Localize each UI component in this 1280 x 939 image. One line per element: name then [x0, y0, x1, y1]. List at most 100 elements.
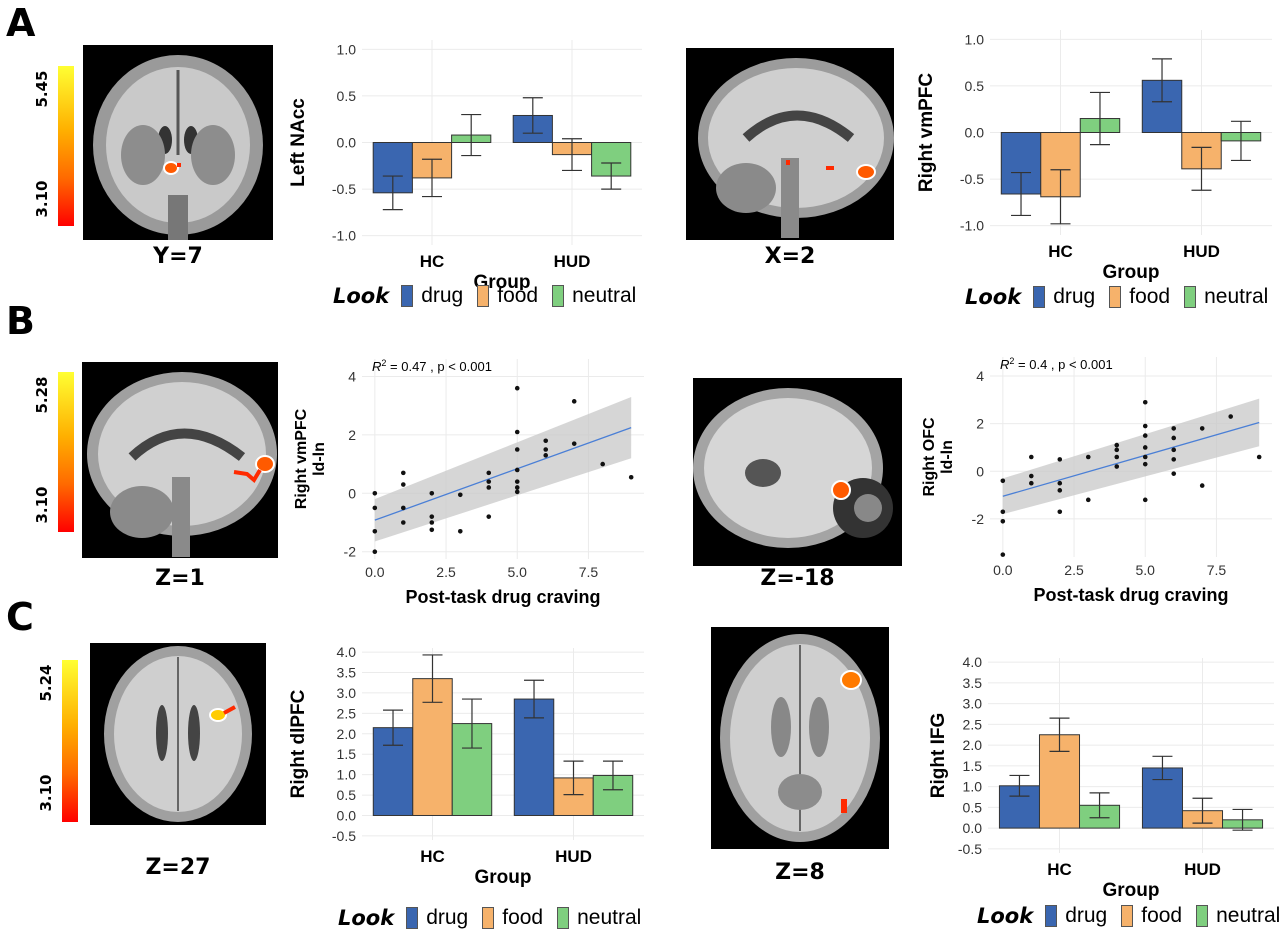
- data-point: [1142, 399, 1148, 405]
- data-point: [1171, 426, 1177, 431]
- x-tick-label: 0.0: [993, 562, 1013, 578]
- colorbar-max-label: 5.28: [33, 376, 51, 414]
- scatter-chart-right-ofc: -2 0 2 4 Right OFC ld-ln 0.0 2.5 5.0 7.5 R2 = 0.4 …: [921, 356, 1272, 605]
- y-tick-label: -2: [972, 511, 985, 527]
- data-point: [429, 514, 435, 519]
- brain-image-sagittal: [82, 362, 278, 558]
- data-point: [486, 514, 492, 519]
- y-tick-label: -2: [344, 544, 357, 560]
- legend-swatch-food: [1109, 286, 1122, 308]
- colorbar-min-label: 3.10: [33, 486, 51, 524]
- y-tick-label: 2.5: [337, 705, 357, 721]
- y-tick-label: 0.5: [337, 88, 357, 104]
- x-tick-label: 7.5: [579, 564, 599, 580]
- data-point: [1114, 454, 1120, 460]
- legend-label-drug: drug: [1053, 285, 1096, 308]
- legend-swatch-neutral: [1196, 905, 1209, 927]
- legend-title: Look: [338, 906, 395, 930]
- y-tick-label: 2: [976, 416, 984, 432]
- data-point: [514, 429, 520, 435]
- data-point: [1114, 464, 1120, 469]
- legend-label-neutral: neutral: [1204, 285, 1269, 308]
- x-tick-label: 2.5: [436, 564, 456, 580]
- data-point: [429, 520, 435, 525]
- data-point: [486, 485, 492, 490]
- x-tick-label: HC: [420, 252, 445, 271]
- coordinate-label: Z=-18: [760, 566, 835, 591]
- data-point: [401, 470, 406, 476]
- data-point: [1142, 454, 1148, 460]
- legend-label-neutral: neutral: [1216, 904, 1280, 927]
- y-tick-label: 1.0: [337, 41, 357, 57]
- y-tick-label: 0.0: [337, 135, 357, 151]
- data-point: [600, 461, 605, 467]
- panel-letter-c: C: [6, 595, 34, 639]
- data-point: [514, 467, 520, 473]
- colorbar-gradient: [58, 66, 74, 226]
- y-axis-label: Right vmPFC: [293, 408, 310, 509]
- data-point: [1057, 488, 1063, 493]
- x-tick-label: HC: [420, 847, 445, 866]
- colorbar-max-label: 5.45: [33, 70, 51, 108]
- brain-image-axial: [90, 643, 266, 825]
- legend-swatch-neutral: [1184, 286, 1197, 308]
- data-point: [457, 492, 463, 498]
- data-point: [1085, 497, 1091, 503]
- confidence-band: [374, 396, 632, 542]
- colorbar-max-label: 5.24: [37, 664, 55, 702]
- data-point: [401, 520, 406, 525]
- bar-neutral-hud: [592, 774, 634, 816]
- data-point: [1171, 435, 1177, 441]
- x-axis-label: Group: [1103, 262, 1160, 283]
- bar-chart-right-dlpfc: -0.5 0.0 0.5 1.0 1.5 2.0 2.5 3.0 3.5 4.0 Right dlP…: [288, 644, 644, 888]
- colorbar-min-label: 3.10: [37, 774, 55, 812]
- data-point: [1000, 552, 1006, 557]
- data-point: [543, 447, 549, 452]
- y-tick-label: 0.5: [337, 787, 357, 803]
- legend-label-neutral: neutral: [572, 284, 637, 307]
- y-tick-label: 3.0: [337, 685, 357, 701]
- x-tick-label: 5.0: [1136, 562, 1156, 578]
- y-tick-label: 0.5: [965, 78, 985, 94]
- y-tick-label: 0: [348, 485, 356, 501]
- data-point: [1000, 509, 1006, 515]
- legend-label-food: food: [497, 284, 539, 307]
- data-point: [1142, 433, 1148, 438]
- data-point: [1171, 447, 1177, 453]
- y-tick-label: 0: [976, 463, 984, 479]
- brain-image-axial: [711, 627, 889, 849]
- bar-chart-right-vmpfc: -1.0 -0.5 0.0 0.5 1.0 Right vmPFC HC HUD Group: [916, 30, 1272, 283]
- legend-swatch-drug: [1045, 905, 1058, 927]
- data-point: [1142, 497, 1148, 503]
- x-tick-label: 0.0: [365, 564, 385, 580]
- x-axis-label: Post-task drug craving: [405, 587, 600, 607]
- data-point: [571, 441, 577, 446]
- legend-swatch-food: [482, 907, 495, 929]
- x-tick-label: HC: [1048, 242, 1073, 261]
- regression-line: [1002, 421, 1260, 497]
- data-point: [514, 479, 520, 484]
- y-tick-label: 1.0: [337, 767, 357, 783]
- legend-title: Look: [977, 904, 1034, 928]
- x-tick-label: HC: [1047, 860, 1072, 879]
- data-point: [628, 474, 634, 480]
- scatter-chart-right-vmpfc: -2 0 2 4 Right vmPFC ld-ln 0.0 2.5 5.0 7.5 R2 = 0.…: [293, 358, 644, 607]
- data-point: [486, 470, 492, 476]
- x-tick-label: 7.5: [1207, 562, 1227, 578]
- data-point: [1256, 454, 1262, 460]
- y-tick-label: 4: [976, 368, 984, 384]
- y-tick-label: -0.5: [332, 828, 356, 844]
- y-tick-label: -0.5: [958, 841, 982, 857]
- data-point: [1057, 457, 1063, 462]
- legend-swatch-drug: [406, 907, 419, 929]
- data-point: [543, 438, 549, 444]
- legend-swatch-drug: [1033, 286, 1046, 308]
- x-axis-label: Group: [1103, 880, 1160, 901]
- y-axis-label-line2: ld-ln: [939, 440, 956, 474]
- data-point: [1029, 473, 1034, 479]
- coordinate-label: Y=7: [153, 244, 203, 269]
- data-point: [571, 399, 577, 404]
- data-point: [1085, 454, 1091, 460]
- data-point: [372, 549, 378, 555]
